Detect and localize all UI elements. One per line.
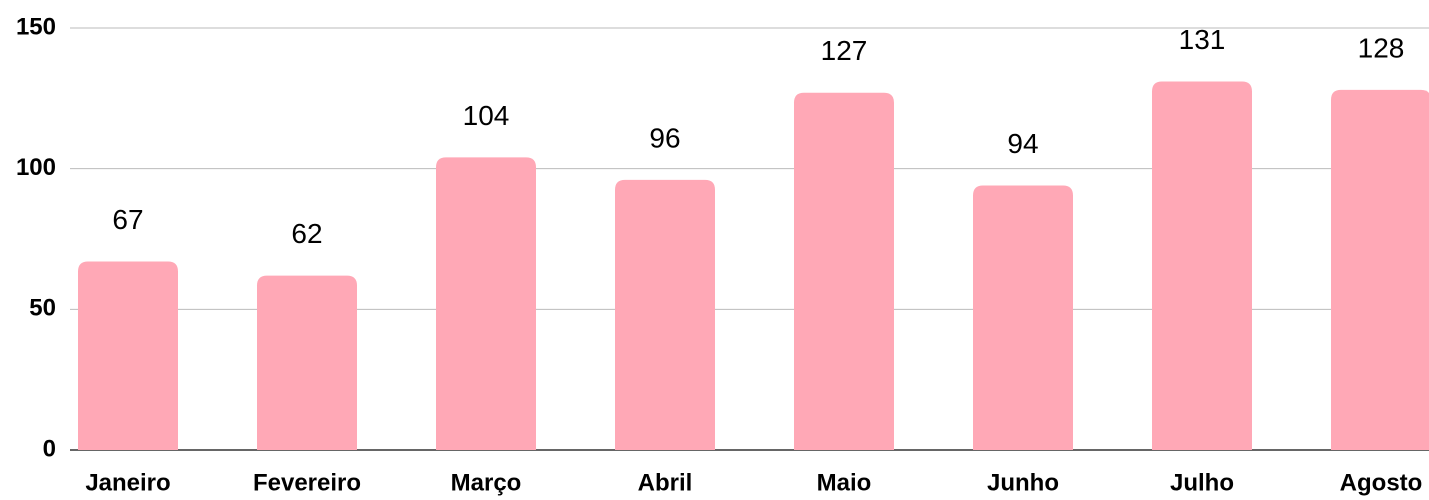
- y-tick-label: 100: [16, 154, 56, 181]
- data-label: 62: [291, 218, 322, 249]
- bar: [257, 275, 357, 450]
- y-tick-label: 0: [43, 435, 56, 462]
- data-label: 128: [1358, 32, 1405, 63]
- bar: [1152, 81, 1252, 450]
- x-tick-label: Janeiro: [85, 469, 170, 496]
- bar: [973, 185, 1073, 450]
- bar: [78, 261, 178, 450]
- data-label: 94: [1007, 128, 1038, 159]
- y-tick-label: 50: [29, 295, 56, 322]
- x-tick-label: Abril: [638, 469, 693, 496]
- bar: [436, 157, 536, 450]
- x-tick-label: Fevereiro: [253, 469, 361, 496]
- bar: [615, 179, 715, 451]
- x-tick-label: Junho: [987, 469, 1059, 496]
- data-label: 67: [112, 204, 143, 235]
- data-label: 96: [649, 122, 680, 153]
- x-tick-label: Maio: [817, 469, 872, 496]
- x-tick-label: Julho: [1170, 469, 1234, 496]
- x-tick-label: Março: [451, 469, 522, 496]
- x-tick-label: Agosto: [1340, 469, 1423, 496]
- data-label: 131: [1179, 24, 1226, 55]
- data-label: 104: [463, 100, 510, 131]
- bar: [1331, 89, 1429, 450]
- y-tick-label: 150: [16, 13, 56, 40]
- bar: [794, 92, 894, 450]
- data-label: 127: [821, 35, 868, 66]
